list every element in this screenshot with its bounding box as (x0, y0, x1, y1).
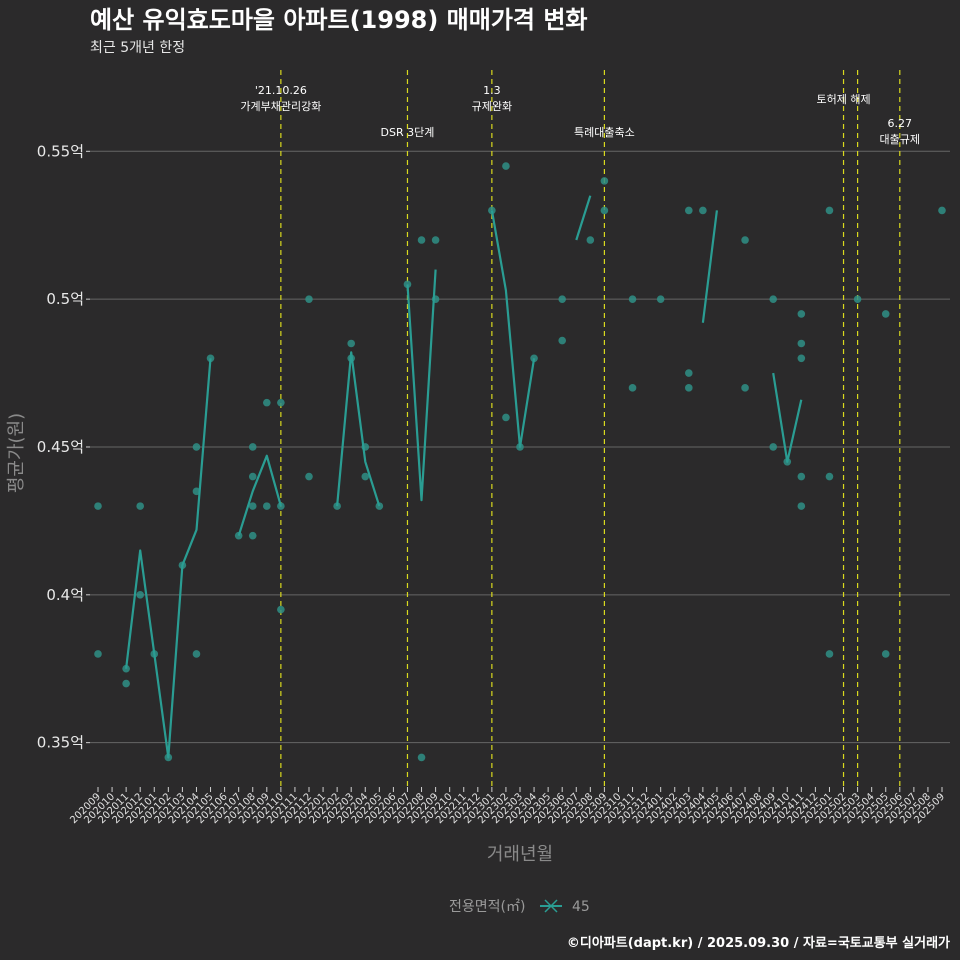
data-point-14 (248, 443, 257, 451)
data-point-9 (192, 443, 201, 451)
data-point-12 (206, 354, 215, 363)
data-point-61 (797, 472, 806, 481)
data-point-10 (192, 487, 201, 496)
data-point-5 (136, 591, 144, 599)
legend-entry-45: 45 (572, 899, 590, 915)
data-point-62 (797, 502, 806, 510)
legend: 전용면적(㎡) 45 (449, 899, 590, 915)
event-label-0-1: 가계부채관리강화 (240, 100, 321, 113)
data-point-4 (136, 502, 144, 510)
data-point-31 (403, 280, 412, 289)
data-point-44 (600, 177, 609, 185)
data-point-55 (769, 295, 777, 303)
event-label-6-1: 대출규제 (880, 133, 920, 146)
data-point-37 (502, 162, 510, 170)
y-tick-label-1: 0.4억 (46, 586, 84, 604)
data-point-26 (347, 339, 356, 348)
data-point-22 (277, 605, 285, 614)
y-tick-label-2: 0.45억 (37, 438, 84, 456)
y-tick-label-3: 0.5억 (46, 290, 84, 308)
y-axis-label: 평균가(원) (6, 413, 27, 493)
data-points (94, 162, 946, 762)
data-point-32 (417, 236, 426, 244)
data-point-60 (797, 354, 806, 363)
data-point-15 (248, 472, 257, 481)
data-point-59 (797, 339, 806, 348)
data-point-29 (361, 472, 370, 481)
data-point-51 (685, 384, 693, 392)
data-point-41 (558, 295, 566, 303)
data-point-21 (277, 502, 285, 510)
legend-title: 전용면적(㎡) (449, 899, 525, 915)
data-point-17 (248, 531, 257, 540)
event-label-4-0: 토허제 해제 (816, 92, 870, 106)
data-point-48 (656, 295, 665, 303)
data-point-40 (530, 354, 538, 363)
event-label-0-0: '21.10.26 (255, 84, 307, 97)
y-tick-label-4: 0.55억 (37, 142, 84, 160)
data-point-64 (825, 472, 834, 481)
data-point-49 (685, 206, 693, 215)
series-line-segment-7 (772, 372, 803, 463)
y-axis-ticks: 0.35억 0.4억 0.45억 0.5억 0.55억 (37, 142, 90, 752)
series-line-segment-1 (237, 454, 282, 537)
legend-key-icon (540, 899, 562, 913)
data-point-25 (333, 502, 341, 510)
x-axis-ticks: 2020092020102020112020122021012021022021… (68, 787, 947, 826)
data-point-56 (769, 443, 777, 451)
data-point-66 (853, 295, 862, 303)
data-point-69 (938, 206, 946, 215)
data-point-63 (825, 206, 834, 215)
caption: ©디아파트(dapt.kr) / 2025.09.30 / 자료=국토교통부 실… (567, 935, 950, 951)
data-point-65 (825, 650, 834, 658)
series-lines (125, 195, 803, 759)
series-line-segment-6 (701, 210, 718, 323)
data-point-18 (263, 398, 271, 407)
event-lines (280, 70, 901, 787)
data-point-33 (417, 753, 426, 762)
data-point-52 (699, 206, 707, 215)
event-label-1-0: DSR 3단계 (381, 126, 435, 139)
data-point-67 (881, 310, 890, 318)
series-line-segment-5 (575, 195, 592, 241)
data-point-54 (741, 384, 749, 392)
series-line-segment-2 (336, 351, 381, 507)
data-point-0 (94, 502, 102, 510)
data-point-20 (277, 398, 285, 407)
data-point-19 (263, 502, 271, 510)
series-line-segment-3 (406, 269, 437, 502)
event-label-2-1: 규제완화 (472, 100, 512, 113)
data-point-58 (797, 310, 806, 318)
data-point-23 (305, 295, 313, 303)
chart-subtitle: 최근 5개년 한정 (90, 40, 185, 56)
data-point-11 (192, 650, 201, 658)
series-line-segment-0 (125, 358, 212, 759)
x-axis-label: 거래년월 (487, 844, 553, 865)
data-point-1 (94, 650, 102, 658)
event-label-2-0: 1.3 (483, 84, 501, 97)
data-point-45 (600, 206, 609, 215)
data-point-30 (375, 502, 384, 510)
event-label-3-0: 특례대출축소 (574, 126, 635, 139)
data-point-68 (881, 650, 890, 658)
data-point-42 (558, 336, 566, 345)
data-point-43 (586, 236, 595, 244)
event-label-6-0: 6.27 (888, 117, 913, 130)
data-point-53 (741, 236, 749, 244)
chart-title: 예산 유익효도마을 아파트(1998) 매매가격 변화 (90, 6, 588, 34)
y-tick-label-0: 0.35억 (37, 734, 84, 752)
data-point-47 (628, 384, 637, 392)
data-point-38 (502, 413, 510, 422)
data-point-16 (248, 502, 257, 510)
data-point-24 (305, 472, 313, 481)
data-point-3 (122, 679, 130, 688)
data-point-46 (628, 295, 637, 303)
data-point-2 (122, 664, 130, 673)
data-point-50 (685, 369, 693, 377)
data-point-34 (431, 236, 440, 244)
series-line-segment-4 (490, 210, 536, 449)
